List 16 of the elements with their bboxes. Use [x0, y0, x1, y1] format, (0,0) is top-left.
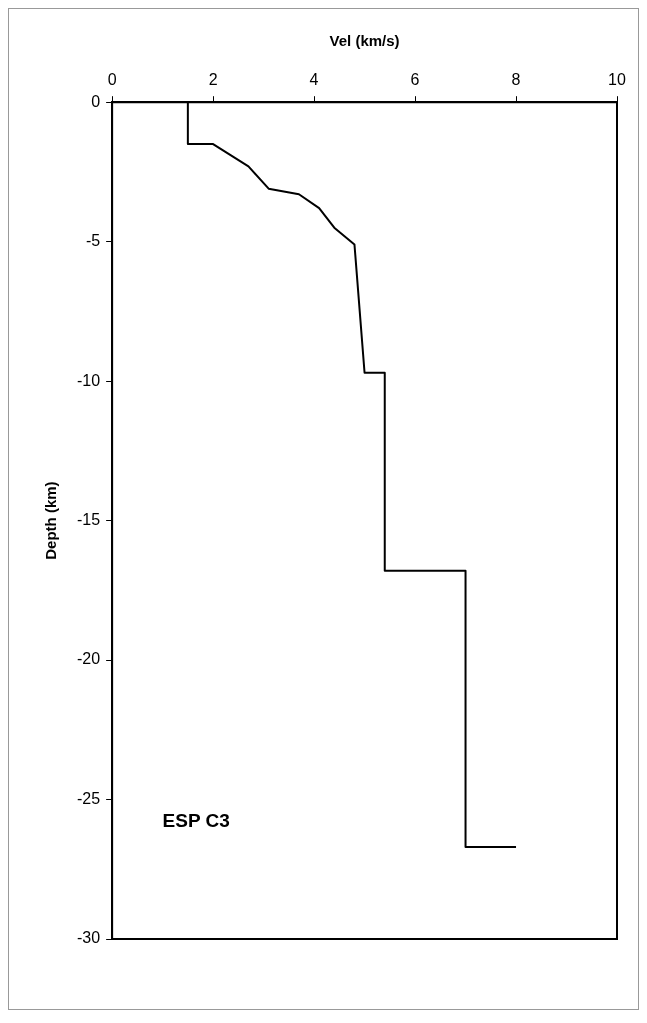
y-tick-label: -10 — [77, 371, 101, 389]
x-tick-label: 0 — [107, 71, 117, 89]
y-tick-label: -25 — [77, 789, 101, 807]
y-tick-label: -5 — [85, 232, 101, 250]
x-tick-label: 4 — [309, 71, 319, 89]
x-tick-label: 8 — [511, 71, 521, 89]
y-tick-label: 0 — [91, 92, 101, 110]
x-tick-label: 2 — [208, 71, 218, 89]
x-tick-label: 10 — [608, 71, 626, 89]
annotation: ESP C3 — [162, 810, 230, 832]
y-tick-label: -20 — [77, 650, 101, 668]
y-axis-title: Depth (km) — [42, 481, 60, 560]
x-axis-title: Vel (km/s) — [329, 32, 400, 50]
x-tick-label: 6 — [410, 71, 420, 89]
y-tick-label: -15 — [77, 511, 101, 529]
y-tick-label: -30 — [77, 929, 101, 947]
